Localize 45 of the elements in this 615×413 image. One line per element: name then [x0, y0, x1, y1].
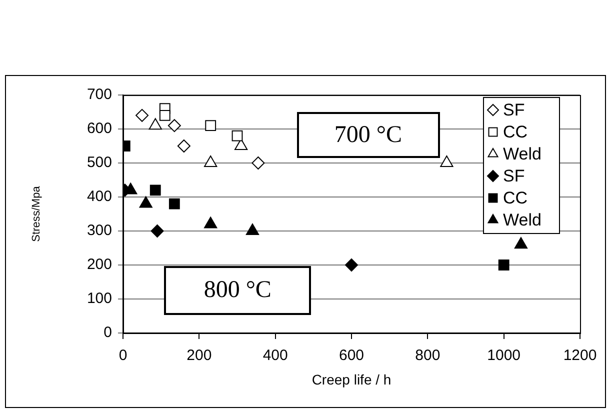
- point: [177, 140, 190, 152]
- point: [440, 156, 454, 167]
- point: [204, 156, 218, 167]
- legend-label: CC: [503, 122, 528, 142]
- point: [136, 108, 149, 122]
- x-tick-label: 800: [415, 347, 440, 364]
- point: [514, 237, 528, 249]
- y-tick-label: 300: [86, 222, 112, 240]
- y-tick-label: 600: [86, 120, 112, 138]
- x-tick-label: 1200: [563, 347, 597, 364]
- legend-label: CC: [503, 188, 528, 208]
- y-tick-label: 700: [86, 86, 112, 104]
- point: [139, 196, 152, 208]
- point: [205, 120, 216, 132]
- point: [168, 119, 181, 132]
- y-tick-label: 500: [86, 154, 112, 172]
- x-tick-label: 0: [118, 347, 128, 364]
- point: [150, 224, 164, 238]
- point: [252, 156, 265, 170]
- x-tick-label: 600: [338, 347, 364, 364]
- y-tick-label: 400: [86, 188, 112, 206]
- point: [498, 260, 510, 270]
- x-axis-title: Creep life / h: [312, 371, 392, 388]
- point: [148, 118, 162, 130]
- text-box: 800 °C: [164, 266, 312, 315]
- text-box: 700 °C: [296, 112, 440, 158]
- point: [204, 216, 218, 228]
- point: [345, 258, 358, 272]
- legend-label: Weld: [503, 210, 542, 230]
- x-tick-label: 400: [262, 347, 288, 364]
- y-tick-label: 100: [86, 290, 112, 308]
- legend-label: SF: [503, 166, 525, 186]
- point: [168, 198, 180, 210]
- legend-label: Weld: [503, 144, 542, 164]
- y-axis-title: Stress/Mpa: [30, 185, 43, 242]
- point: [150, 184, 161, 196]
- point: [246, 224, 260, 235]
- point: [159, 110, 170, 121]
- y-tick-label: 0: [104, 324, 112, 342]
- point: [234, 138, 248, 150]
- x-tick-label: 1000: [487, 347, 521, 364]
- point: [232, 130, 243, 142]
- x-tick-label: 200: [186, 347, 212, 364]
- y-tick-label: 200: [86, 256, 112, 274]
- legend-label: SF: [503, 100, 525, 120]
